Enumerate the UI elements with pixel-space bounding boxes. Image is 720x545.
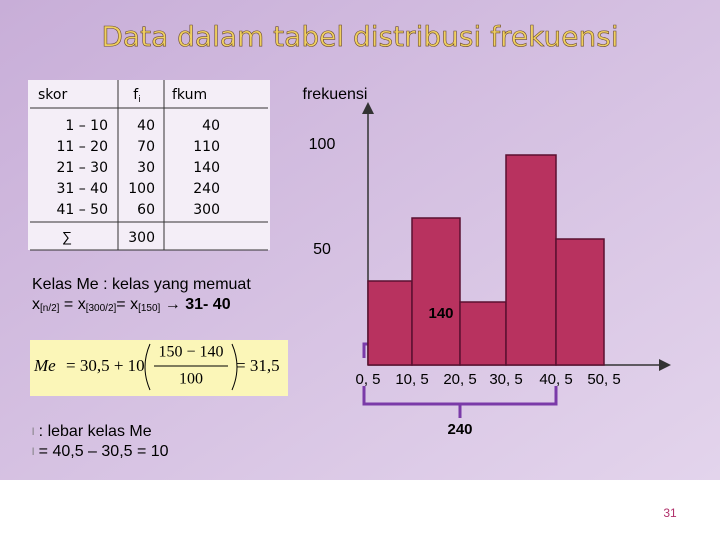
table-cell: 31 – 40 bbox=[56, 181, 108, 197]
annotation: 240 bbox=[447, 421, 472, 438]
table-header: fi bbox=[133, 87, 140, 105]
bin-label: 20, 5 bbox=[443, 371, 476, 388]
note: l = 40,5 – 30,5 = 10 bbox=[32, 443, 169, 460]
note: l : lebar kelas Me bbox=[32, 423, 152, 440]
median-part: [150] bbox=[138, 303, 160, 314]
formula-part: = 30,5 + 10 bbox=[66, 356, 145, 375]
median-part: 31- 40 bbox=[185, 296, 230, 313]
table-cell: 300 bbox=[193, 202, 220, 218]
header-text: f bbox=[133, 87, 139, 103]
histogram-bar bbox=[555, 238, 605, 366]
bin-label: 40, 5 bbox=[539, 371, 572, 388]
table-cell: 110 bbox=[193, 139, 220, 155]
histogram-bar bbox=[459, 301, 507, 366]
formula-lhs: Me bbox=[33, 356, 56, 375]
table-cell: 100 bbox=[128, 181, 155, 197]
y-tick-label: 50 bbox=[313, 241, 331, 258]
bin-label: 10, 5 bbox=[395, 371, 428, 388]
median-text: x[n/2] = x[300/2]= x[150] → 31- 40 bbox=[32, 296, 231, 313]
table-cell: 40 bbox=[202, 118, 220, 134]
table-cell: 11 – 20 bbox=[56, 139, 108, 155]
formula-den: 100 bbox=[179, 371, 203, 388]
table-cell: 140 bbox=[193, 160, 220, 176]
table-cell: 60 bbox=[137, 202, 155, 218]
table-header: fkum bbox=[172, 87, 207, 103]
median-part: = x bbox=[59, 296, 85, 313]
bin-label: 50, 5 bbox=[587, 371, 620, 388]
footer-band bbox=[0, 480, 720, 540]
median-part: [300/2] bbox=[86, 303, 117, 314]
paren bbox=[144, 343, 238, 391]
page-number: 31 bbox=[663, 506, 677, 520]
histogram-bar bbox=[367, 280, 413, 366]
table-total: 300 bbox=[128, 230, 155, 246]
title: Data dalam tabel distribusi frekuensi bbox=[101, 20, 618, 53]
formula-num: 150 − 140 bbox=[158, 344, 223, 361]
annotation: 140 bbox=[428, 305, 453, 322]
histogram-bar bbox=[411, 217, 461, 366]
note-text: : lebar kelas Me bbox=[34, 423, 151, 440]
table-header: skor bbox=[38, 87, 67, 103]
histogram-bar bbox=[505, 154, 557, 366]
bin-label: 0, 5 bbox=[355, 371, 380, 388]
table-cell: 40 bbox=[137, 118, 155, 134]
median-part: x bbox=[32, 296, 40, 313]
median-part: = x bbox=[116, 296, 138, 313]
table-cell: 70 bbox=[137, 139, 155, 155]
table-cell: 1 – 10 bbox=[65, 118, 108, 134]
median-text: Kelas Me : kelas yang memuat bbox=[32, 276, 251, 293]
note-marker: l bbox=[32, 447, 34, 458]
table-cell: 30 bbox=[137, 160, 155, 176]
table-cell: 41 – 50 bbox=[56, 202, 108, 218]
table-total: ∑ bbox=[62, 229, 72, 245]
y-axis-label: frekuensi bbox=[303, 86, 368, 103]
table-cell: 240 bbox=[193, 181, 220, 197]
table-cell: 21 – 30 bbox=[56, 160, 108, 176]
note-text: = 40,5 – 30,5 = 10 bbox=[34, 443, 168, 460]
header-sub: i bbox=[138, 95, 141, 105]
formula-bg bbox=[30, 340, 288, 396]
median-part: → bbox=[160, 296, 185, 313]
bin-label: 30, 5 bbox=[489, 371, 522, 388]
formula-result: = 31,5 bbox=[236, 356, 280, 375]
median-part: [n/2] bbox=[40, 303, 60, 314]
y-tick-label: 100 bbox=[309, 136, 336, 153]
note-marker: l bbox=[32, 427, 34, 438]
